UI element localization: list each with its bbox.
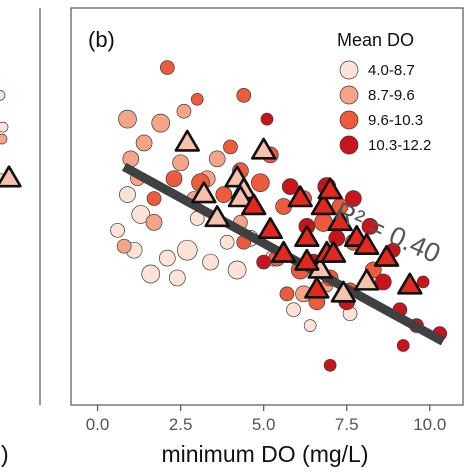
data-point	[286, 302, 301, 318]
panel-label: (b)	[88, 27, 115, 52]
data-point	[145, 214, 163, 231]
data-point	[323, 358, 337, 372]
triangle-point	[304, 276, 330, 299]
data-point	[168, 269, 186, 287]
plot-marks	[110, 60, 448, 372]
data-point	[219, 234, 235, 250]
data-point	[146, 191, 162, 206]
data-point	[361, 218, 379, 235]
data-point	[345, 190, 362, 207]
legend-swatch	[339, 135, 359, 155]
data-point	[208, 150, 226, 168]
left-data-point	[0, 133, 8, 145]
data-point	[141, 264, 161, 284]
triangle-point	[191, 181, 217, 204]
data-point	[279, 286, 295, 302]
x-tick-label: 7.5	[335, 415, 359, 434]
legend-swatch	[339, 110, 359, 130]
data-point	[260, 112, 274, 126]
data-point	[172, 154, 189, 172]
data-point	[110, 222, 125, 238]
data-point	[116, 238, 132, 254]
triangle-point	[310, 193, 337, 216]
data-point	[158, 249, 176, 267]
legend-swatch	[339, 60, 359, 80]
data-point	[176, 103, 192, 119]
data-point	[131, 205, 151, 224]
right-panel: (b) Mean DO 4.0-8.7 8.7-9.6 9.6-10.3 10.3-1…	[70, 7, 464, 467]
triangle-point	[317, 177, 343, 200]
legend-label: 9.6-10.3	[368, 112, 423, 129]
triangle-point	[250, 137, 277, 160]
data-point	[256, 254, 272, 270]
triangle-point	[353, 232, 380, 255]
triangle-point	[257, 217, 284, 240]
left-data-point	[0, 121, 9, 133]
triangle-point	[294, 224, 320, 247]
triangle-point	[241, 193, 267, 216]
legend-label: 8.7-9.6	[368, 87, 415, 104]
data-point	[159, 60, 175, 75]
triangle-point	[373, 244, 400, 267]
data-point	[223, 139, 238, 155]
data-point	[227, 260, 247, 280]
data-point	[281, 178, 299, 195]
triangle-point	[270, 240, 297, 263]
data-point	[374, 273, 392, 291]
data-point	[176, 239, 198, 261]
x-tick-label: 5.0	[252, 415, 276, 434]
triangle-point	[327, 209, 353, 232]
data-point	[190, 92, 204, 106]
data-point	[118, 109, 137, 129]
data-point	[119, 186, 136, 203]
x-axis-title: minimum DO (mg/L)	[161, 441, 368, 467]
data-point	[122, 150, 140, 168]
left-panel: )	[0, 8, 41, 467]
data-point	[151, 113, 171, 133]
data-point	[215, 186, 233, 203]
triangle-point	[204, 205, 230, 228]
x-tick-label: 10.0	[413, 415, 446, 434]
triangle-point	[227, 185, 254, 208]
data-point	[202, 253, 219, 271]
data-point	[236, 87, 252, 103]
triangle-point	[353, 268, 380, 291]
legend: Mean DO 4.0-8.7 8.7-9.6 9.6-10.3 10.3-12.2	[337, 30, 431, 155]
triangle-point	[320, 240, 347, 263]
legend-swatch	[339, 85, 359, 105]
x-tick-label: 0.0	[86, 415, 110, 434]
plot-frame	[70, 7, 464, 406]
data-point	[303, 319, 317, 332]
left-panel-xlabel: )	[1, 441, 9, 467]
data-point	[165, 170, 183, 188]
triangle-point	[174, 129, 200, 152]
x-axis: 0.0 2.5 5.0 7.5 10.0	[86, 405, 446, 434]
triangle-point	[330, 280, 357, 303]
triangle-point	[287, 185, 313, 208]
x-tick-label: 2.5	[169, 415, 193, 434]
data-point	[251, 173, 270, 193]
data-point	[396, 339, 410, 352]
legend-title: Mean DO	[337, 30, 414, 50]
legend-label: 10.3-12.2	[368, 137, 431, 154]
triangle-point	[294, 248, 320, 271]
left-data-point	[0, 89, 6, 101]
legend-label: 4.0-8.7	[368, 62, 415, 79]
left-triangle-point	[0, 165, 22, 188]
triangle-point	[397, 272, 423, 295]
data-point	[135, 134, 153, 152]
data-point	[416, 275, 430, 289]
left-panel-marks	[0, 89, 22, 188]
